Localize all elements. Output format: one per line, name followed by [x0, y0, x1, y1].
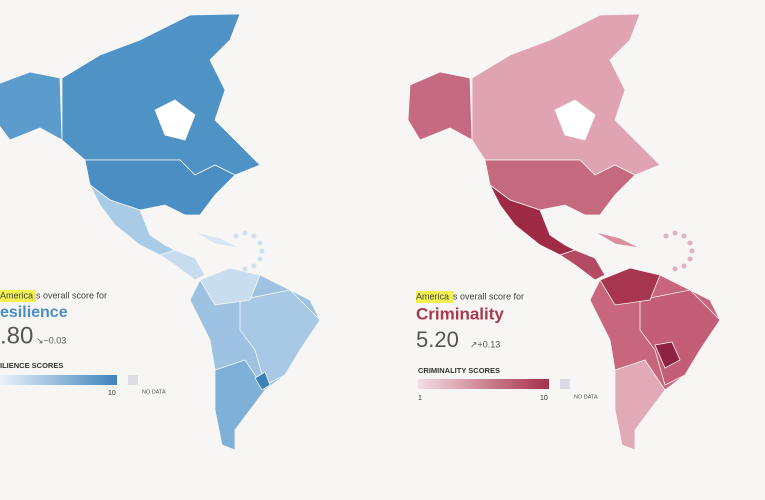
- score-change: ↘−0.03: [36, 335, 66, 345]
- southern-cone: [214, 359, 266, 451]
- legend-bar: [418, 379, 549, 389]
- resilience-map: [0, 13, 321, 451]
- venezuela: [199, 267, 261, 306]
- intro-text: s overall score for: [36, 290, 107, 300]
- no-data-label: NO DATA: [574, 394, 598, 400]
- hudson-bay: [554, 99, 596, 141]
- legend-max: 10: [108, 390, 116, 397]
- uruguay: [254, 371, 271, 391]
- venezuela: [599, 267, 661, 306]
- central-america: [159, 249, 206, 281]
- brazil: [639, 289, 721, 386]
- region-label: America: [416, 291, 449, 301]
- central-america: [559, 249, 606, 281]
- highlight: [416, 291, 454, 303]
- hudson-bay: [154, 99, 196, 141]
- metric-name: Criminality: [416, 304, 504, 323]
- alaska: [0, 71, 63, 141]
- no-data-swatch: [560, 379, 570, 389]
- intro-text: s overall score for: [453, 291, 524, 301]
- legend-min: 1: [418, 395, 422, 402]
- paraguay: [654, 341, 681, 369]
- region-label: America: [0, 290, 33, 300]
- canada: [471, 13, 661, 176]
- metric-name: esilience: [0, 304, 68, 321]
- alaska: [407, 71, 473, 141]
- legend-title: CRIMINALITY SCORES: [418, 366, 500, 375]
- criminality-map: [407, 13, 721, 451]
- legend-max: 10: [540, 395, 548, 402]
- score: 5.20: [416, 327, 459, 352]
- highlight: [0, 290, 36, 302]
- score-change: ↗+0.13: [470, 339, 500, 349]
- no-data-swatch: [128, 375, 138, 385]
- cuba: [194, 231, 241, 249]
- no-data-label: NO DATA: [142, 389, 166, 395]
- score: .80: [0, 322, 33, 349]
- caribbean-islands: [663, 230, 695, 272]
- canada: [61, 13, 261, 176]
- legend-title: ILIENCE SCORES: [0, 361, 63, 370]
- caribbean-islands: [233, 230, 265, 272]
- southern-cone: [614, 359, 666, 451]
- cuba: [594, 231, 641, 249]
- legend-bar: [0, 375, 117, 385]
- brazil: [239, 289, 321, 386]
